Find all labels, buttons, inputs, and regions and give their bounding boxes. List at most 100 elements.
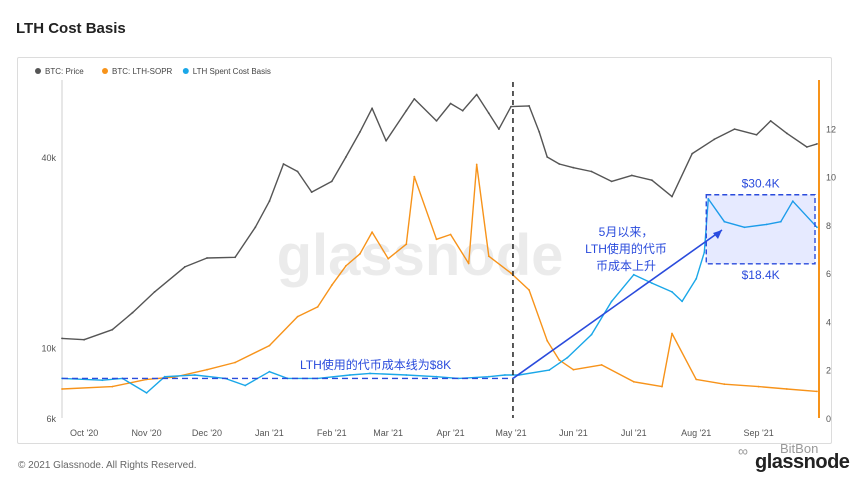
price-line-point: [206, 257, 208, 259]
price-line-point: [385, 139, 387, 142]
sopr-line-point: [816, 390, 818, 393]
price-line-point: [769, 120, 772, 122]
spent-cost-basis-line-point: [681, 300, 683, 303]
spent-cost-basis-line-point: [791, 200, 794, 203]
trend-arrow-line: [512, 229, 723, 380]
sopr-line-point: [600, 364, 603, 366]
price-line-point: [475, 93, 478, 96]
right-tick-label: 6: [826, 269, 831, 279]
right-tick-label: 0: [826, 414, 831, 424]
sopr-line-point: [296, 315, 299, 318]
sopr-line-point: [671, 332, 673, 335]
sopr-line-point: [467, 262, 470, 265]
spent-cost-basis-line-point: [816, 226, 818, 229]
trend-arrow-head: [713, 230, 722, 239]
annotation-high-label: $30.4K: [742, 177, 780, 191]
x-tick-label: Jan '21: [255, 428, 284, 438]
price-line-point: [651, 179, 653, 182]
sopr-line-point: [695, 378, 698, 381]
sopr-line-point: [510, 272, 512, 274]
spent-cost-basis-line-point: [244, 384, 247, 387]
legend-marker: [35, 68, 41, 74]
x-tick-label: Aug '21: [681, 428, 711, 438]
spent-cost-basis-line-point: [435, 375, 438, 378]
sopr-line-point: [387, 257, 390, 260]
spent-cost-basis-line-point: [765, 223, 768, 226]
left-tick-label: 6k: [46, 414, 56, 424]
right-tick-label: 12: [826, 124, 836, 134]
sopr-line-point: [316, 306, 319, 308]
price-line-point: [254, 226, 257, 229]
price-line-point: [510, 105, 512, 108]
sopr-line-point: [528, 289, 530, 291]
price-line-point: [691, 152, 694, 155]
spent-cost-basis-line-point: [695, 277, 698, 280]
price-line-point: [449, 102, 452, 105]
price-line-point: [111, 328, 114, 331]
price-line-point: [572, 166, 575, 169]
spent-cost-basis-line-point: [671, 291, 673, 293]
sopr-line-point: [359, 252, 361, 255]
price-line-point: [785, 132, 788, 135]
x-tick-label: Nov '20: [131, 428, 161, 438]
annotation-low-label: $18.4K: [742, 268, 780, 282]
spent-cost-basis-line-point: [590, 333, 593, 336]
price-line-point: [806, 146, 808, 148]
legend-label: BTC: LTH-SOPR: [112, 67, 173, 76]
price-line-point: [755, 133, 758, 136]
price-line-point: [546, 156, 549, 158]
price-line-point: [131, 311, 134, 314]
price-line-point: [345, 156, 347, 158]
sopr-line-point: [268, 344, 271, 347]
price-line-point: [405, 109, 408, 112]
x-tick-label: May '21: [495, 428, 526, 438]
sopr-line-point: [435, 238, 438, 241]
watermark-text: glassnode: [277, 223, 564, 288]
spent-cost-basis-line-point: [779, 220, 782, 223]
price-line-point: [538, 131, 541, 133]
sopr-line-point: [487, 255, 490, 258]
left-tick-label: 10k: [41, 344, 56, 354]
sopr-line-point: [234, 361, 237, 364]
range-highlight-box: [705, 194, 816, 265]
spent-cost-basis-line-point: [548, 369, 551, 371]
right-tick-label: 4: [826, 317, 831, 327]
sopr-line-point: [546, 339, 549, 342]
spent-cost-basis-line: [61, 198, 818, 394]
spent-cost-basis-line-point: [632, 273, 635, 276]
price-line-point: [816, 143, 818, 145]
right-tick-label: 10: [826, 173, 836, 183]
spent-cost-basis-line-point: [707, 198, 710, 200]
left-tick-label: 40k: [41, 153, 56, 163]
chart-title: LTH Cost Basis: [16, 20, 126, 37]
spent-cost-basis-line-point: [566, 356, 569, 359]
spent-cost-basis-line-point: [487, 375, 490, 378]
sopr-line-point: [330, 284, 333, 287]
sopr-line-point: [206, 368, 208, 371]
price-line-point: [268, 200, 271, 203]
right-tick-label: 2: [826, 366, 831, 376]
price-line-point: [310, 191, 313, 194]
price-line-point: [61, 337, 63, 340]
spent-cost-basis-line-point: [504, 374, 506, 376]
legend-marker: [182, 68, 189, 74]
price-line-point: [330, 180, 333, 183]
spent-cost-basis-line-point: [194, 374, 196, 376]
x-tick-label: Sep '21: [743, 428, 773, 438]
price-line-point: [83, 338, 85, 341]
spent-cost-basis-line-point: [610, 300, 613, 303]
sopr-line-point: [558, 359, 561, 361]
spent-cost-basis-line-point: [405, 374, 408, 376]
sopr-line-point: [723, 383, 726, 386]
price-line-point: [733, 128, 736, 131]
x-tick-label: Oct '20: [70, 428, 98, 438]
price-line-point: [528, 105, 530, 107]
spent-cost-basis-line-point: [651, 282, 653, 284]
price-line-point: [234, 256, 237, 259]
x-tick-label: Dec '20: [192, 428, 222, 438]
sopr-line-point: [661, 385, 663, 388]
spent-cost-basis-line-point: [457, 377, 460, 380]
price-line-point: [610, 180, 613, 183]
x-tick-label: Jun '21: [559, 428, 588, 438]
